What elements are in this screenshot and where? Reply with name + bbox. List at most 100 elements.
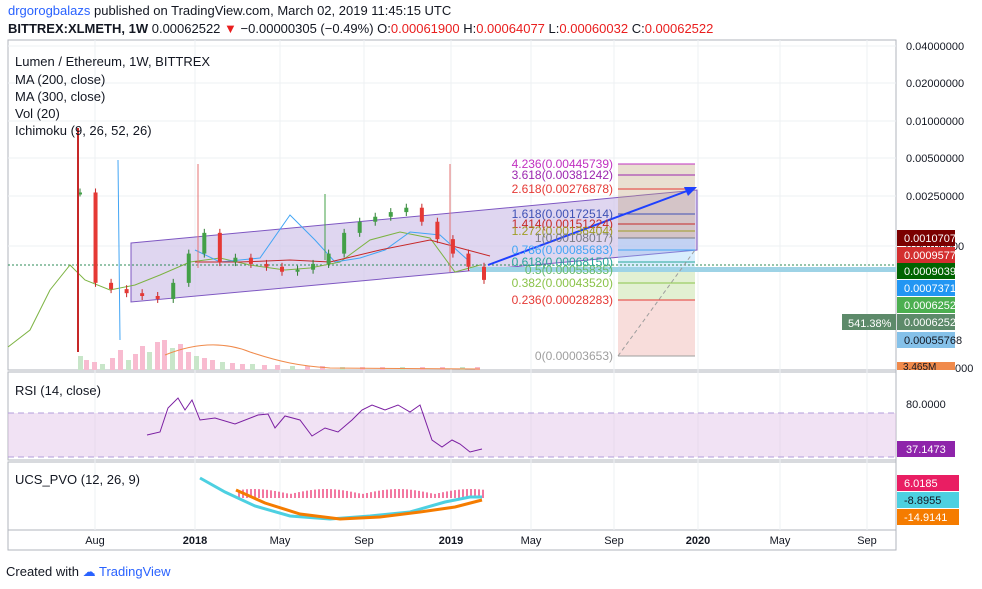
pvo-hist-bar <box>466 489 468 498</box>
fib-level-label: 1(0.00108017) <box>535 231 613 245</box>
legend-title: Lumen / Ethereum, 1W, BITTREX <box>15 54 210 69</box>
author-link[interactable]: drgorogbalazs <box>8 3 91 18</box>
fib-labels: 4.236(0.00445739)3.618(0.00381242)2.618(… <box>512 157 613 363</box>
down-arrow-icon: ▼ <box>224 21 237 36</box>
volume-bar <box>305 366 310 370</box>
candle-body <box>202 232 207 254</box>
pvo-hist-bar <box>290 493 292 498</box>
arrow-head-icon <box>684 187 697 196</box>
candle-body <box>109 282 114 290</box>
pvo-hist-bar <box>430 493 432 498</box>
candle-body <box>264 263 269 267</box>
volume-bar <box>240 364 245 370</box>
pvo-hist-bar <box>354 492 356 498</box>
candle-body <box>124 289 129 294</box>
price-badge-bg <box>897 263 955 279</box>
pvo-badges: 6.0185 -8.8955 -14.9141 <box>897 475 959 525</box>
volume-bar <box>78 356 83 370</box>
price-badge-text: 0.00062522 <box>904 317 962 329</box>
candle-body <box>326 253 331 264</box>
rsi-label: RSI (14, close) <box>15 383 101 398</box>
time-tick-label: May <box>270 535 291 547</box>
pvo-hist-bar <box>370 492 372 498</box>
pvo-hist-bar <box>350 491 352 498</box>
time-tick-label: May <box>521 535 542 547</box>
fib-level-label: 1.618(0.00172514) <box>512 207 613 221</box>
last-price: 0.00062522 <box>151 21 221 36</box>
high-value: 0.00064077 <box>476 21 545 36</box>
ichimoku-red-line <box>195 239 491 263</box>
volume-bar <box>210 360 215 370</box>
symbol: BITTREX:XLMETH, 1W <box>8 21 149 36</box>
fib-level-label: 0.5(0.00055835) <box>525 263 613 277</box>
support-band <box>470 267 896 272</box>
volume-bar <box>230 363 235 370</box>
volume-bar <box>133 354 138 370</box>
price-badge-text: 0.00062522 <box>904 300 962 312</box>
fib-level-label: 4.236(0.00445739) <box>512 157 613 171</box>
fib-zone-red <box>618 300 695 356</box>
price-tick-partial: 000 <box>955 363 973 375</box>
pvo-hist-bar <box>314 489 316 498</box>
footer: Created with ☁ TradingView <box>6 564 171 580</box>
pvo-hist-bar <box>266 489 268 498</box>
pvo-hist-bar <box>366 492 368 498</box>
price-badge-bg <box>897 332 955 348</box>
fib-zone-green <box>618 270 695 300</box>
ma-200-line <box>164 344 481 370</box>
fib-level-label: 1.414(0.00151224) <box>512 217 613 231</box>
pvo-hist-bar <box>482 489 484 498</box>
candle-body <box>450 239 455 254</box>
volume-bar <box>110 358 115 370</box>
volume-bar <box>220 362 225 370</box>
low-label: L: <box>548 21 560 36</box>
volume-bar <box>100 364 105 370</box>
pvo-hist-bar <box>286 493 288 498</box>
candle-body <box>248 257 253 264</box>
candle-body <box>419 207 424 222</box>
created-with-label: Created with <box>6 564 79 579</box>
pvo-hist-bar <box>338 489 340 498</box>
candle-body <box>482 266 486 280</box>
dashed-projection <box>617 249 696 357</box>
pvo-hist-bar <box>426 492 428 498</box>
pvo-cyan-line <box>199 476 482 521</box>
pvo-hist-bar <box>414 490 416 498</box>
time-tick-label: Sep <box>354 535 374 547</box>
price-tick-label: 0.04000000 <box>906 41 964 53</box>
fib-zone-upper <box>618 164 695 238</box>
volume-bar <box>202 358 207 370</box>
pvo-hist-bar <box>302 491 304 498</box>
pvo-hist-bar <box>326 489 328 498</box>
volume-badge-bg <box>897 362 955 370</box>
tradingview-link[interactable]: TradingView <box>99 564 171 579</box>
price-badge-text: 0.00090393 <box>904 266 962 278</box>
volume-bar <box>84 360 89 370</box>
pvo-hist-bar <box>306 490 308 498</box>
pvo-hist-bar <box>322 489 324 498</box>
price-badge-text: 0.00055768 <box>904 335 962 347</box>
pvo-hist-bar <box>334 489 336 498</box>
candle-body <box>140 293 145 296</box>
fib-level-label: 3.618(0.00381242) <box>512 168 613 182</box>
legend-ichimoku: Ichimoku (9, 26, 52, 26) <box>15 123 152 138</box>
price-badges: 0.00107071 0.00095775 0.00090393 0.00073715… <box>897 230 962 348</box>
pvo-hist-bar <box>330 489 332 498</box>
tradingview-logo-icon: ☁ <box>82 564 96 579</box>
candle-body <box>280 266 284 272</box>
target-arrow[interactable] <box>487 187 696 266</box>
pvo-hist-bar <box>298 492 300 498</box>
legend-vol: Vol (20) <box>15 106 60 121</box>
pvo-hist-bar <box>342 490 344 498</box>
pvo-hist-bar <box>378 490 380 498</box>
candle-body <box>388 212 393 217</box>
price-badge-bg <box>897 280 955 296</box>
price-tick-label: 0.02000000 <box>906 78 964 90</box>
volume-bar <box>126 360 131 370</box>
fib-level-label: 0(0.00003653) <box>535 349 613 363</box>
pvo-hist-bar <box>318 489 320 498</box>
pvo-hist-bar <box>258 489 260 498</box>
open-label: O: <box>377 21 391 36</box>
candle-body <box>357 221 362 233</box>
